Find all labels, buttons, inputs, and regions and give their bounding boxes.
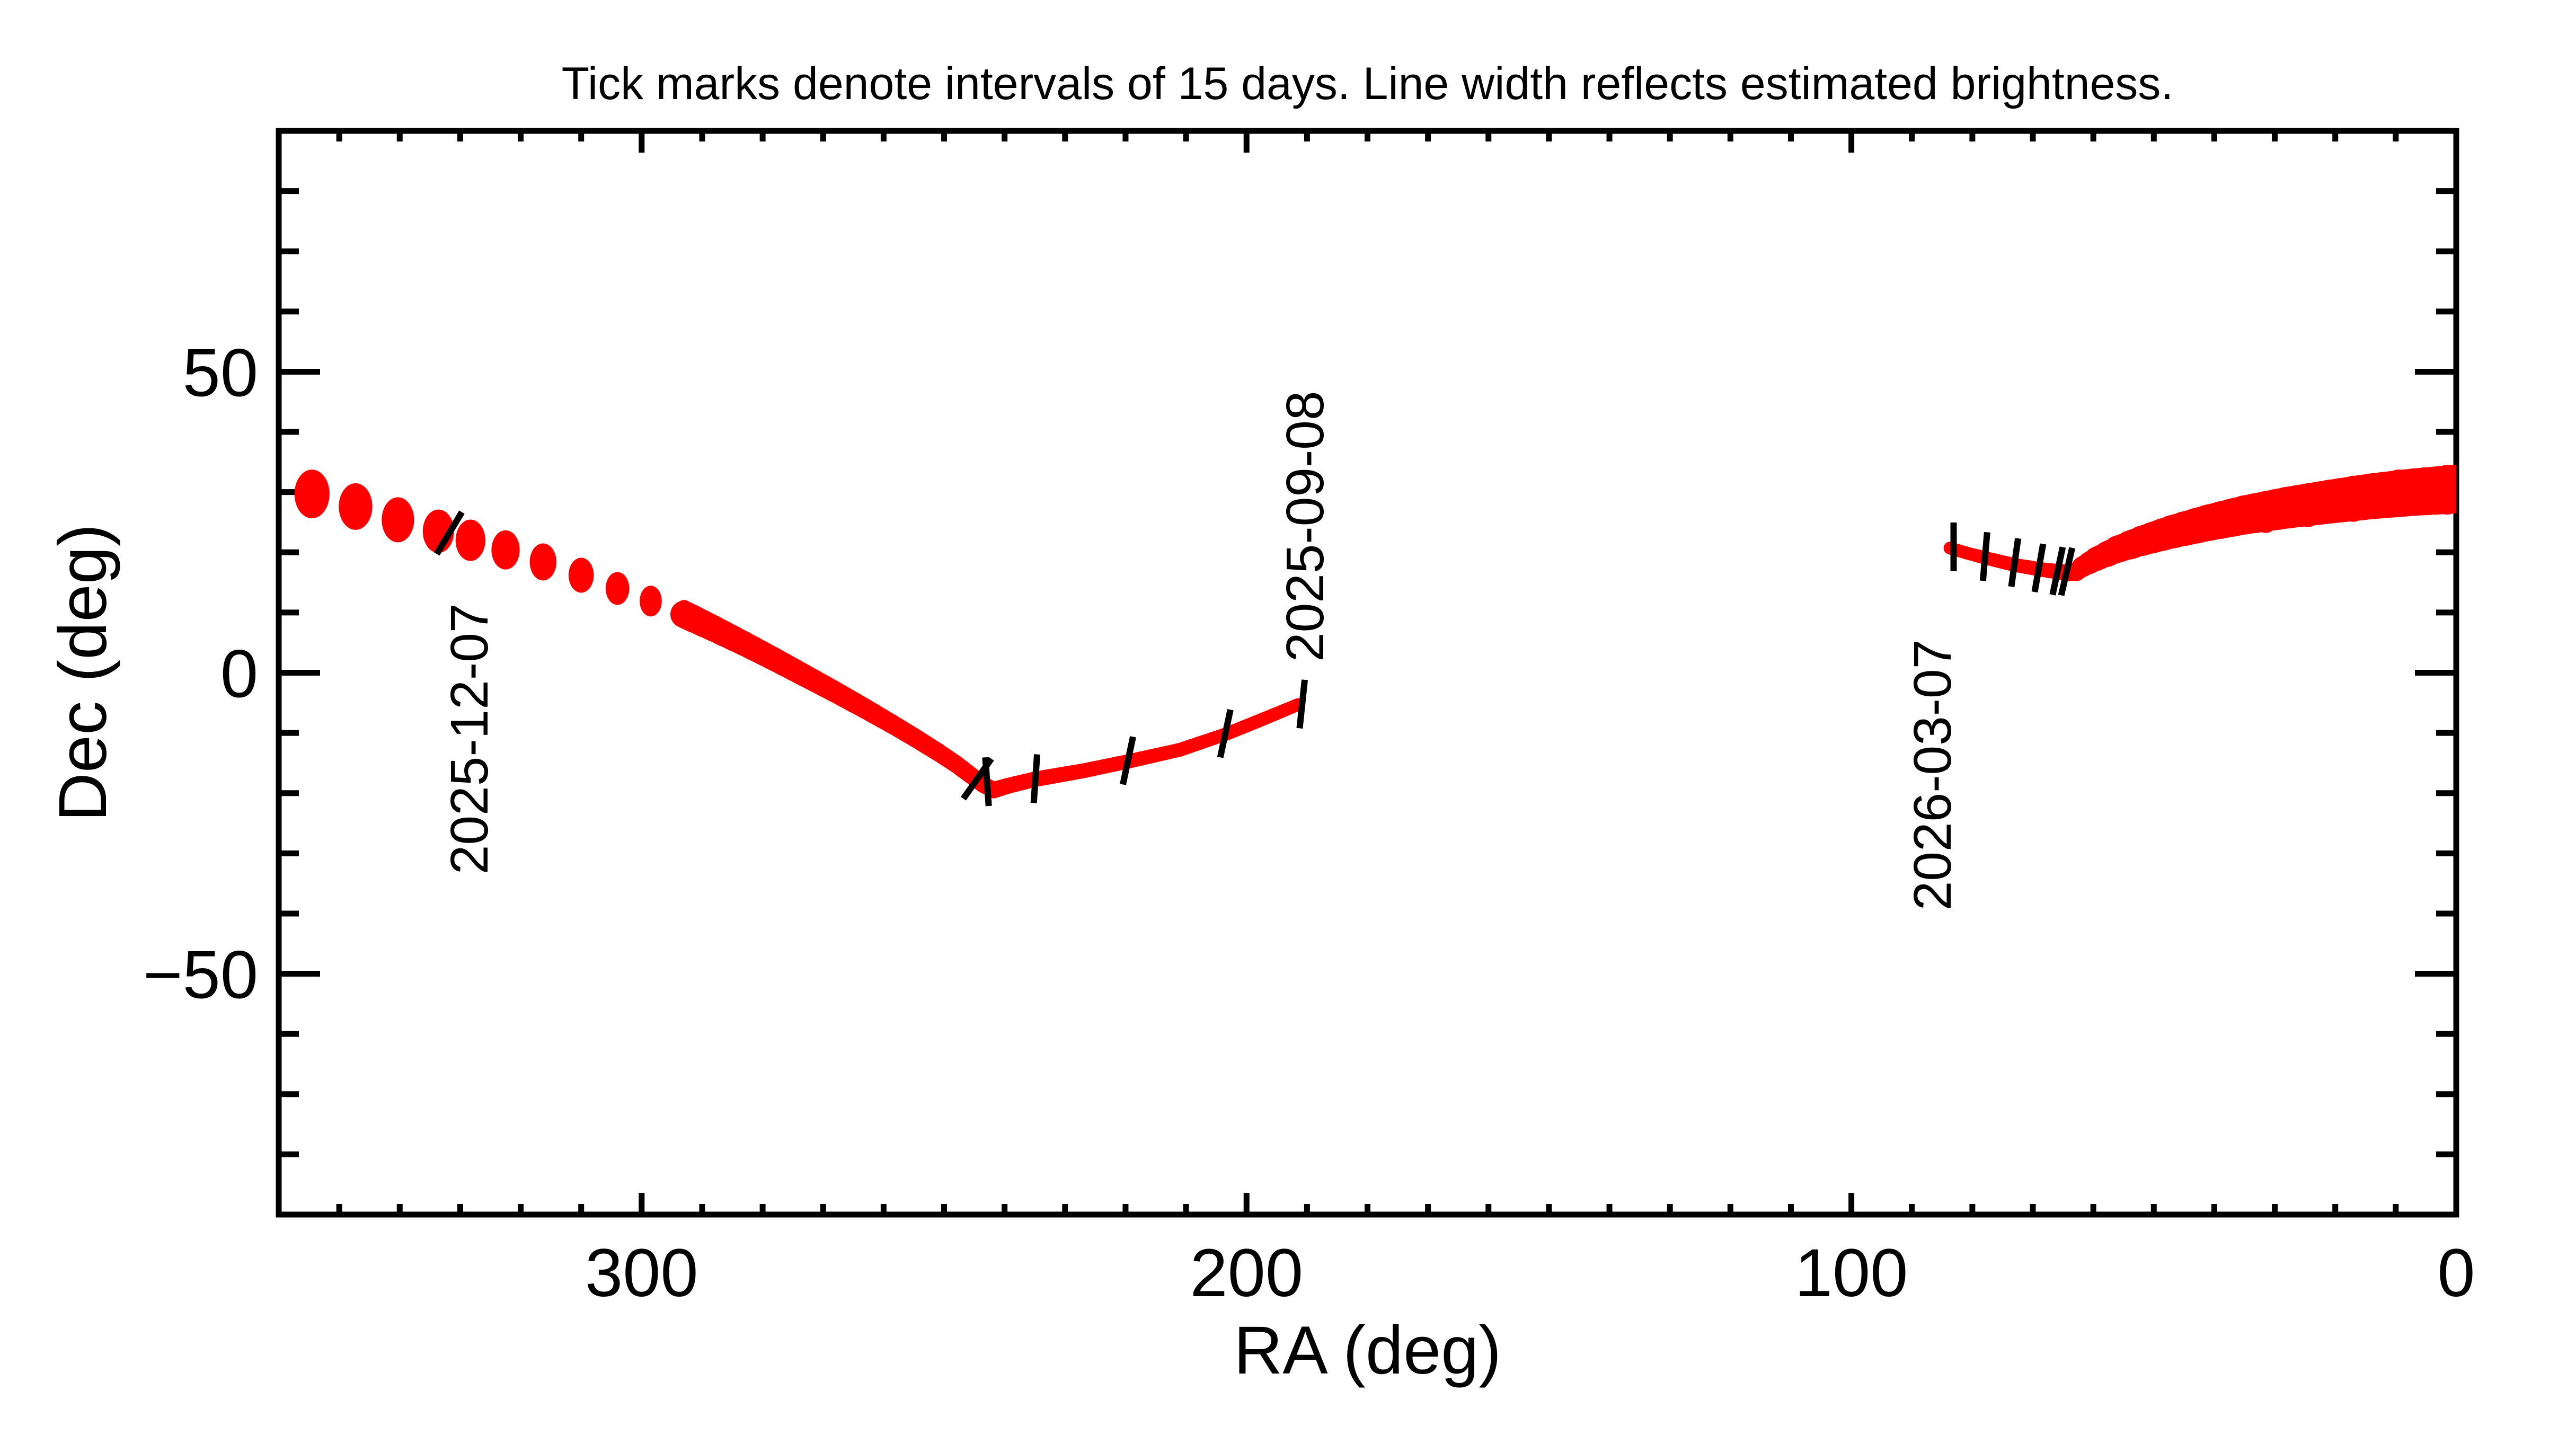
date-annotation: 2025-12-07 — [440, 604, 499, 875]
daily-position-dot — [568, 557, 594, 593]
y-tick-label: 50 — [183, 335, 258, 411]
y-tick-label: −50 — [143, 937, 258, 1013]
day-tick — [1979, 532, 1990, 581]
daily-position-dot — [339, 483, 373, 530]
day-tick — [2058, 547, 2076, 596]
daily-position-dot — [2251, 492, 2281, 533]
day-tick — [1296, 679, 1308, 729]
day-tick — [1030, 754, 1041, 803]
x-tick-label: 300 — [585, 1235, 698, 1311]
chart-title: Tick marks denote intervals of 15 days. … — [562, 58, 2174, 109]
x-axis-label: RA (deg) — [1234, 1313, 1501, 1388]
day-tick — [2031, 543, 2047, 593]
daily-position-dot — [2292, 483, 2324, 527]
daily-position-dot — [605, 572, 630, 605]
daily-position-dot — [2336, 475, 2370, 522]
day-tick — [1217, 709, 1234, 758]
date-annotation: 2026-03-07 — [1903, 640, 1962, 911]
y-tick-label: 0 — [220, 636, 258, 712]
day-tick — [1120, 736, 1136, 785]
daily-position-dot — [382, 497, 414, 543]
x-tick-label: 200 — [1190, 1235, 1303, 1311]
date-annotation: 2025-09-08 — [1276, 391, 1335, 662]
daily-position-dot — [491, 530, 520, 570]
daily-position-dot — [674, 600, 695, 629]
day-tick — [961, 757, 994, 801]
daily-position-dot — [2382, 469, 2416, 517]
daily-position-dot — [294, 470, 330, 519]
x-tick-label: 100 — [1795, 1235, 1908, 1311]
fifteen-day-tick-marks — [434, 510, 2076, 807]
day-tick — [434, 510, 465, 556]
day-tick — [2008, 538, 2022, 587]
daily-position-dot — [2429, 465, 2456, 515]
y-axis-label: Dec (deg) — [45, 524, 121, 822]
axis-ticks — [279, 131, 2459, 1215]
daily-position-dot — [455, 519, 485, 561]
daily-position-dot — [529, 543, 556, 581]
x-tick-label: 0 — [2437, 1235, 2475, 1311]
day-tick — [2049, 546, 2066, 596]
daily-position-dot — [640, 586, 662, 617]
